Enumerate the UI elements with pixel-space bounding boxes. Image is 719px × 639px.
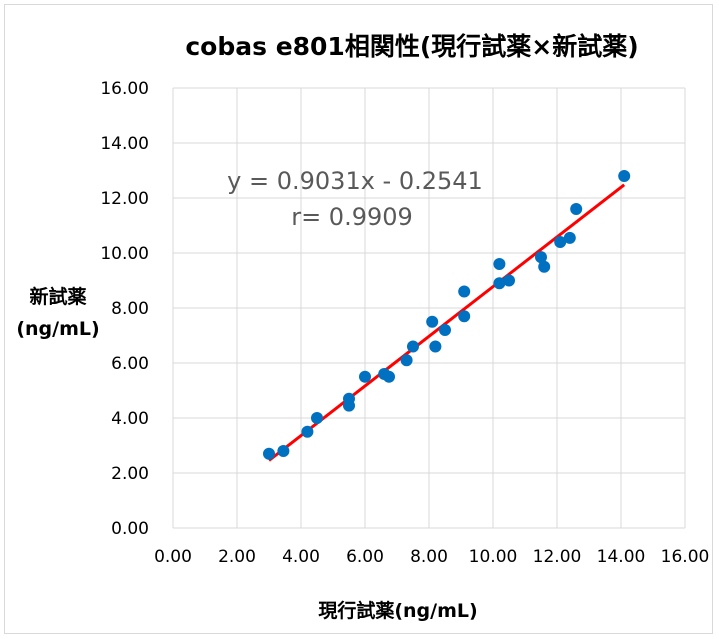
x-tick-label: 10.00 bbox=[469, 547, 518, 567]
gridlines bbox=[172, 87, 686, 529]
data-point bbox=[301, 425, 314, 438]
data-point bbox=[429, 340, 442, 353]
x-tick-label: 2.00 bbox=[218, 547, 256, 567]
x-tick-labels: 0.00 2.00 4.00 6.00 8.00 10.00 12.00 14.00 16.00 bbox=[154, 547, 709, 567]
y-tick-label: 14.00 bbox=[100, 134, 149, 154]
y-tick-label: 8.00 bbox=[111, 299, 149, 319]
y-axis-title-line1: 新試薬 bbox=[29, 285, 86, 308]
x-tick-label: 4.00 bbox=[282, 547, 320, 567]
x-tick-label: 16.00 bbox=[661, 547, 710, 567]
data-point bbox=[458, 310, 471, 323]
data-point bbox=[407, 340, 419, 353]
data-point bbox=[554, 236, 567, 248]
data-point bbox=[503, 274, 515, 287]
data-point bbox=[493, 277, 506, 290]
data-point bbox=[277, 445, 290, 457]
data-point bbox=[263, 447, 275, 460]
x-tick-label: 12.00 bbox=[533, 547, 582, 567]
x-tick-label: 14.00 bbox=[597, 547, 646, 567]
x-tick-label: 6.00 bbox=[346, 547, 384, 567]
x-tick-label: 0.00 bbox=[154, 547, 192, 567]
data-point bbox=[458, 285, 471, 298]
data-point bbox=[343, 399, 355, 412]
data-point bbox=[535, 251, 547, 264]
y-axis-title-line2: (ng/mL) bbox=[16, 318, 99, 340]
data-point bbox=[426, 315, 439, 328]
data-point bbox=[359, 370, 371, 383]
data-point bbox=[311, 412, 323, 424]
data-point bbox=[493, 258, 506, 270]
chart-title: cobas e801相関性(現行試薬×新試薬) bbox=[185, 32, 638, 61]
data-point bbox=[618, 170, 631, 182]
y-tick-label: 10.00 bbox=[100, 244, 149, 264]
correlation-coefficient: r= 0.9909 bbox=[291, 203, 413, 231]
data-point bbox=[400, 354, 413, 367]
trendline bbox=[268, 183, 626, 462]
trendline-equation: y = 0.9031x - 0.2541 bbox=[227, 167, 483, 195]
y-tick-labels: 0.00 2.00 4.00 6.00 8.00 10.00 12.00 14.00 16.00 bbox=[100, 79, 149, 539]
data-point bbox=[538, 260, 551, 273]
data-point bbox=[563, 231, 576, 244]
y-tick-label: 2.00 bbox=[111, 464, 149, 484]
data-point bbox=[439, 324, 451, 336]
chart-frame bbox=[4, 4, 713, 634]
y-tick-label: 6.00 bbox=[111, 354, 149, 374]
x-tick-label: 8.00 bbox=[410, 547, 448, 567]
y-tick-label: 0.00 bbox=[111, 519, 149, 539]
y-tick-label: 4.00 bbox=[111, 409, 149, 429]
y-tick-label: 12.00 bbox=[100, 189, 149, 209]
data-points bbox=[263, 170, 631, 460]
x-axis-title: 現行試薬(ng/mL) bbox=[318, 599, 477, 622]
y-tick-label: 16.00 bbox=[100, 79, 149, 99]
data-point bbox=[383, 370, 395, 383]
data-point bbox=[570, 203, 583, 215]
